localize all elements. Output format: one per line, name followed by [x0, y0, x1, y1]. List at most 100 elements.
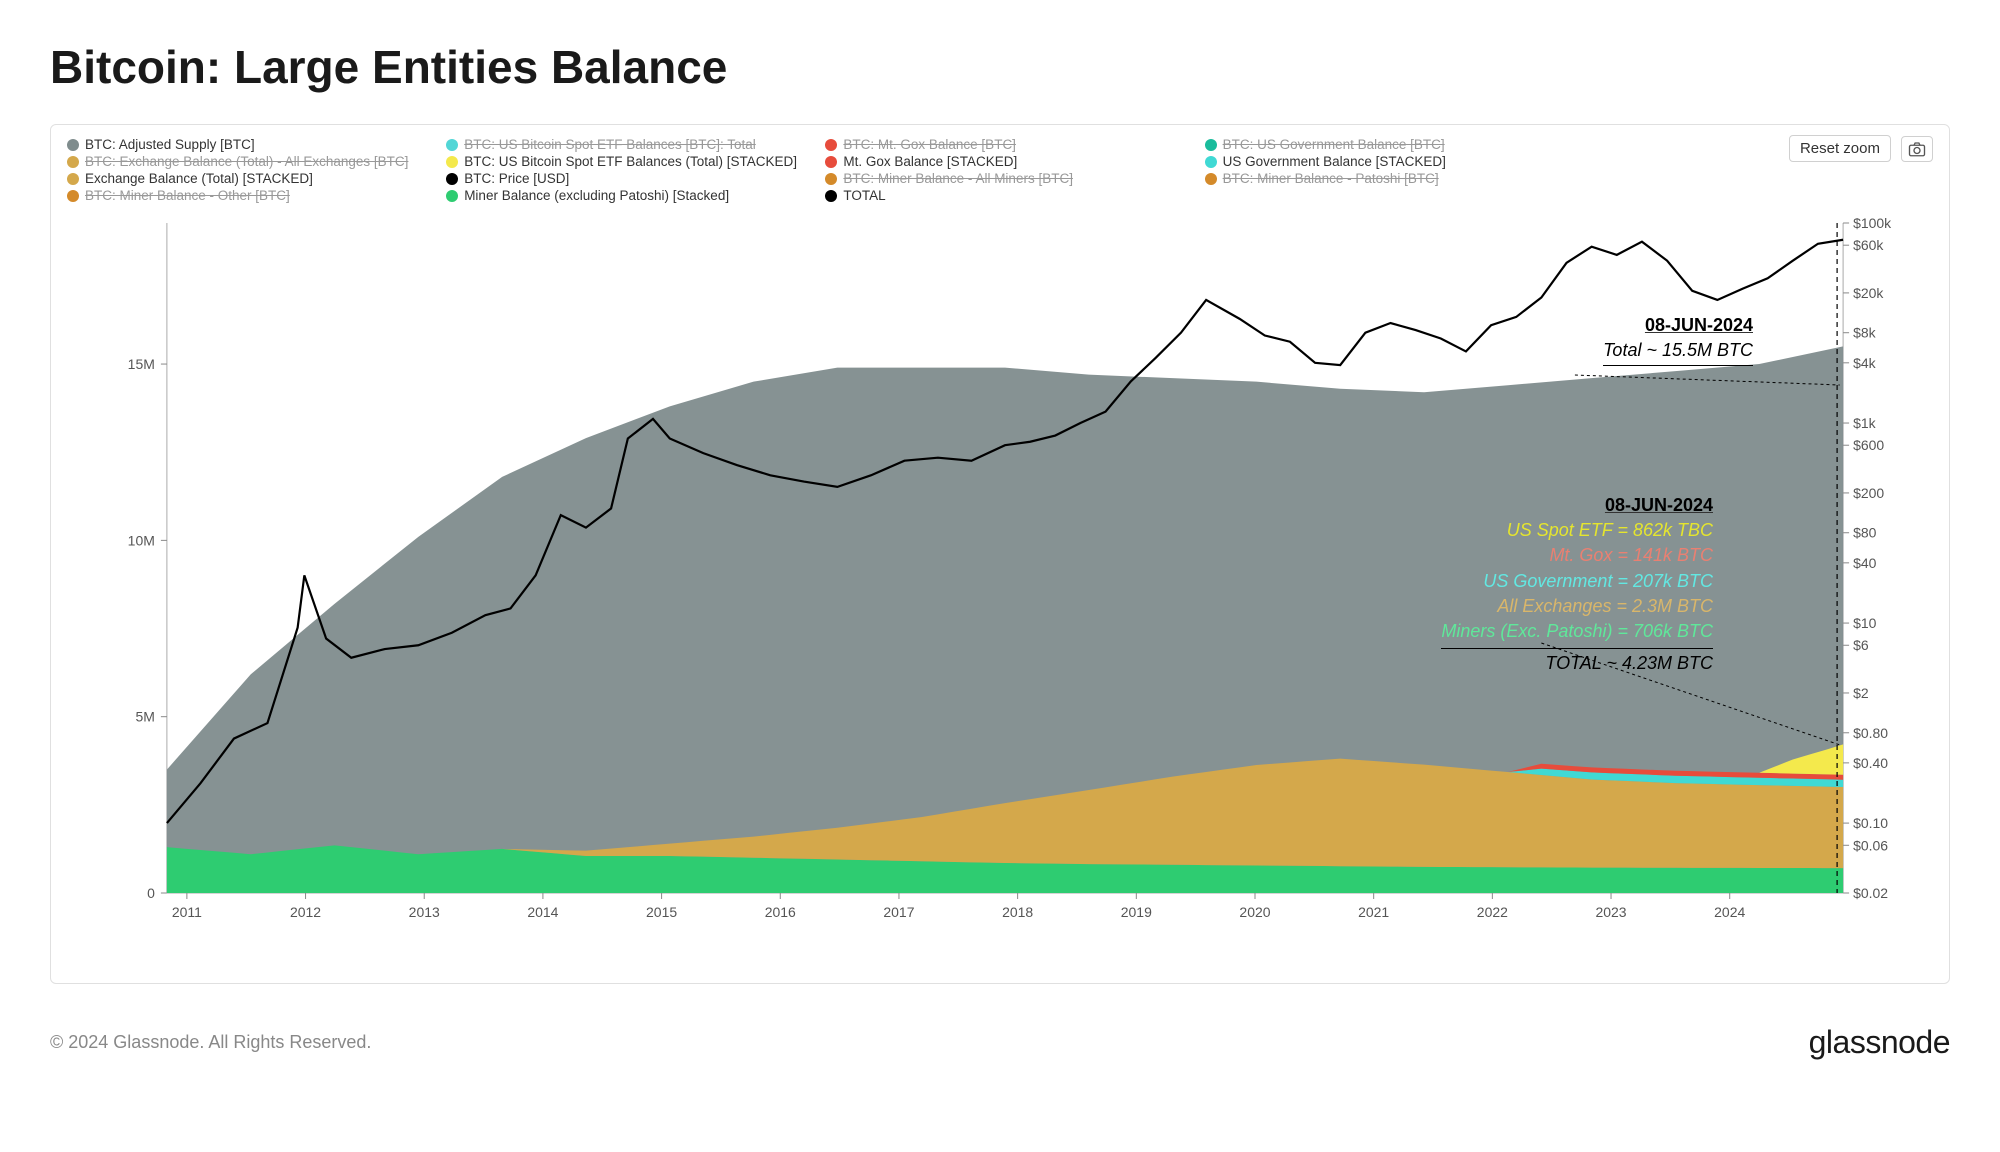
legend-label: BTC: Miner Balance - Other [BTC] [85, 188, 290, 203]
chart-toolbar: Reset zoom [1789, 135, 1933, 162]
legend-label: BTC: US Bitcoin Spot ETF Balances [BTC]:… [464, 137, 756, 152]
svg-text:2019: 2019 [1121, 904, 1152, 920]
annotation-top-date: 08-JUN-2024 [1603, 313, 1753, 338]
screenshot-button[interactable] [1901, 136, 1933, 162]
legend-swatch [825, 156, 837, 168]
legend-item[interactable]: BTC: US Bitcoin Spot ETF Balances [BTC]:… [446, 137, 801, 152]
legend-item[interactable]: BTC: US Government Balance [BTC] [1205, 137, 1560, 152]
legend-swatch [446, 190, 458, 202]
svg-text:2024: 2024 [1714, 904, 1745, 920]
svg-text:$8k: $8k [1853, 325, 1877, 341]
legend-label: Miner Balance (excluding Patoshi) [Stack… [464, 188, 729, 203]
legend-swatch [67, 190, 79, 202]
annotation-top-line: Total ~ 15.5M BTC [1603, 338, 1753, 366]
svg-text:$100k: $100k [1853, 215, 1892, 231]
legend-item[interactable]: Mt. Gox Balance [STACKED] [825, 154, 1180, 169]
svg-text:$20k: $20k [1853, 285, 1884, 301]
camera-icon [1908, 141, 1926, 157]
legend-item[interactable]: BTC: Miner Balance - Other [BTC] [67, 188, 422, 203]
legend-label: Exchange Balance (Total) [STACKED] [85, 171, 313, 186]
svg-text:$6: $6 [1853, 637, 1869, 653]
svg-text:2018: 2018 [1002, 904, 1033, 920]
svg-text:2012: 2012 [290, 904, 321, 920]
reset-zoom-button[interactable]: Reset zoom [1789, 135, 1891, 162]
svg-text:$0.10: $0.10 [1853, 815, 1888, 831]
legend-swatch [825, 173, 837, 185]
annotation-line: US Spot ETF = 862k TBC [1441, 518, 1713, 543]
legend-label: US Government Balance [STACKED] [1223, 154, 1446, 169]
legend-swatch [1205, 139, 1217, 151]
chart-legend: BTC: Adjusted Supply [BTC] BTC: US Bitcoi… [67, 137, 1560, 203]
svg-text:10M: 10M [128, 532, 155, 548]
legend-label: BTC: Adjusted Supply [BTC] [85, 137, 255, 152]
svg-text:$10: $10 [1853, 615, 1877, 631]
page-title: Bitcoin: Large Entities Balance [50, 40, 1950, 94]
legend-swatch [1205, 173, 1217, 185]
legend-swatch [825, 139, 837, 151]
svg-text:$4k: $4k [1853, 355, 1877, 371]
legend-swatch [67, 156, 79, 168]
legend-item[interactable]: BTC: Miner Balance - Patoshi [BTC] [1205, 171, 1560, 186]
legend-swatch [1205, 156, 1217, 168]
svg-text:$2: $2 [1853, 685, 1869, 701]
svg-text:$0.80: $0.80 [1853, 725, 1888, 741]
brand-logo: glassnode [1809, 1024, 1950, 1061]
plot-area[interactable]: 0 5M 10M 15M $0.02 $0.06 $0.10 $0.40 $0.80 $2 $6 $1… [67, 213, 1933, 933]
legend-swatch [446, 156, 458, 168]
svg-text:2015: 2015 [646, 904, 677, 920]
legend-swatch [825, 190, 837, 202]
annotation-mid-total: TOTAL ~ 4.23M BTC [1441, 648, 1713, 676]
svg-text:15M: 15M [128, 356, 155, 372]
legend-label: BTC: Miner Balance - All Miners [BTC] [843, 171, 1073, 186]
svg-text:$80: $80 [1853, 525, 1877, 541]
legend-swatch [67, 173, 79, 185]
legend-item[interactable]: BTC: Mt. Gox Balance [BTC] [825, 137, 1180, 152]
legend-item[interactable]: TOTAL [825, 188, 1180, 203]
legend-label: BTC: US Government Balance [BTC] [1223, 137, 1445, 152]
svg-text:$0.40: $0.40 [1853, 755, 1888, 771]
legend-label: BTC: Price [USD] [464, 171, 569, 186]
svg-text:2013: 2013 [409, 904, 440, 920]
legend-item[interactable]: BTC: Exchange Balance (Total) - All Exch… [67, 154, 422, 169]
legend-swatch [446, 139, 458, 151]
legend-item[interactable]: BTC: Price [USD] [446, 171, 801, 186]
legend-item[interactable]: BTC: Miner Balance - All Miners [BTC] [825, 171, 1180, 186]
svg-text:$600: $600 [1853, 437, 1884, 453]
svg-text:0: 0 [147, 885, 155, 901]
svg-text:$0.02: $0.02 [1853, 885, 1888, 901]
annotation-line: US Government = 207k BTC [1441, 569, 1713, 594]
legend-label: BTC: Mt. Gox Balance [BTC] [843, 137, 1016, 152]
footer: © 2024 Glassnode. All Rights Reserved. g… [50, 1024, 1950, 1061]
legend-label: BTC: Miner Balance - Patoshi [BTC] [1223, 171, 1439, 186]
svg-text:$0.06: $0.06 [1853, 837, 1888, 853]
svg-text:2022: 2022 [1477, 904, 1508, 920]
svg-text:2011: 2011 [172, 904, 202, 920]
legend-item[interactable]: Exchange Balance (Total) [STACKED] [67, 171, 422, 186]
svg-text:$1k: $1k [1853, 415, 1877, 431]
svg-text:2023: 2023 [1595, 904, 1626, 920]
legend-swatch [67, 139, 79, 151]
svg-text:2016: 2016 [765, 904, 796, 920]
svg-text:2017: 2017 [883, 904, 914, 920]
legend-item[interactable]: BTC: US Bitcoin Spot ETF Balances (Total… [446, 154, 801, 169]
legend-label: Mt. Gox Balance [STACKED] [843, 154, 1017, 169]
svg-text:5M: 5M [135, 709, 154, 725]
svg-text:$60k: $60k [1853, 237, 1884, 253]
annotation-mid: 08-JUN-2024 US Spot ETF = 862k TBCMt. Go… [1441, 493, 1713, 676]
legend-swatch [446, 173, 458, 185]
annotation-line: Miners (Exc. Patoshi) = 706k BTC [1441, 619, 1713, 644]
legend-label: BTC: US Bitcoin Spot ETF Balances (Total… [464, 154, 797, 169]
annotation-line: All Exchanges = 2.3M BTC [1441, 594, 1713, 619]
legend-label: TOTAL [843, 188, 885, 203]
chart-container: Reset zoom BTC: Adjusted Supply [BTC]BTC… [50, 124, 1950, 984]
svg-text:2014: 2014 [527, 904, 558, 920]
legend-item[interactable]: US Government Balance [STACKED] [1205, 154, 1560, 169]
legend-item[interactable]: BTC: Adjusted Supply [BTC] [67, 137, 422, 152]
legend-label: BTC: Exchange Balance (Total) - All Exch… [85, 154, 408, 169]
annotation-line: Mt. Gox = 141k BTC [1441, 543, 1713, 568]
svg-text:2020: 2020 [1239, 904, 1270, 920]
copyright-text: © 2024 Glassnode. All Rights Reserved. [50, 1032, 371, 1053]
svg-text:$200: $200 [1853, 485, 1884, 501]
svg-text:2021: 2021 [1358, 904, 1389, 920]
legend-item[interactable]: Miner Balance (excluding Patoshi) [Stack… [446, 188, 801, 203]
